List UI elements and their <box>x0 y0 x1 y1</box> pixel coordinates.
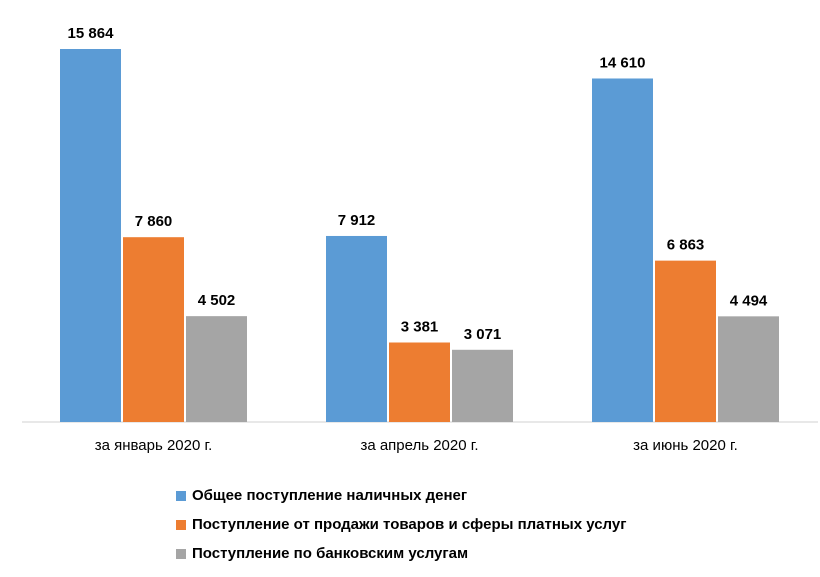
data-label-banking-3: 4 494 <box>730 292 768 309</box>
bar-banking-3 <box>718 316 779 422</box>
legend: Общее поступление наличных денег Поступл… <box>176 481 626 568</box>
legend-swatch-goods <box>176 519 186 530</box>
bar-total-1 <box>60 49 121 422</box>
legend-label-goods: Поступление от продажи товаров и сферы п… <box>192 516 627 533</box>
data-label-goods-1: 7 860 <box>135 213 173 230</box>
data-label-total-3: 14 610 <box>600 54 646 71</box>
bar-banking-2 <box>452 349 513 422</box>
bar-total-3 <box>592 78 653 422</box>
bar-chart: 15 864 7 912 14 610 7 860 3 381 6 863 4 502 3 0… <box>22 25 818 454</box>
legend-item-banking: Поступление по банковским услугам <box>176 539 626 568</box>
legend-label-banking: Поступление по банковским услугам <box>192 545 469 562</box>
bar-total-2 <box>326 235 387 422</box>
bar-goods-3 <box>655 260 716 422</box>
data-label-banking-2: 3 071 <box>464 326 502 343</box>
legend-item-goods: Поступление от продажи товаров и сферы п… <box>176 510 626 539</box>
legend-label-total: Общее поступление наличных денег <box>192 487 468 504</box>
data-label-goods-3: 6 863 <box>667 237 705 254</box>
category-label-2: за апрель 2020 г. <box>360 437 478 454</box>
bar-banking-1 <box>186 316 247 422</box>
data-label-total-1: 15 864 <box>68 25 115 42</box>
bar-goods-2 <box>389 342 450 422</box>
category-label-3: за июнь 2020 г. <box>633 437 738 454</box>
data-label-goods-2: 3 381 <box>401 319 439 336</box>
category-label-1: за январь 2020 г. <box>95 437 213 454</box>
bar-goods-1 <box>123 237 184 422</box>
data-label-banking-1: 4 502 <box>198 292 236 309</box>
legend-swatch-total <box>176 490 186 501</box>
legend-item-total: Общее поступление наличных денег <box>176 481 626 510</box>
legend-swatch-banking <box>176 548 186 559</box>
data-label-total-2: 7 912 <box>338 212 376 229</box>
